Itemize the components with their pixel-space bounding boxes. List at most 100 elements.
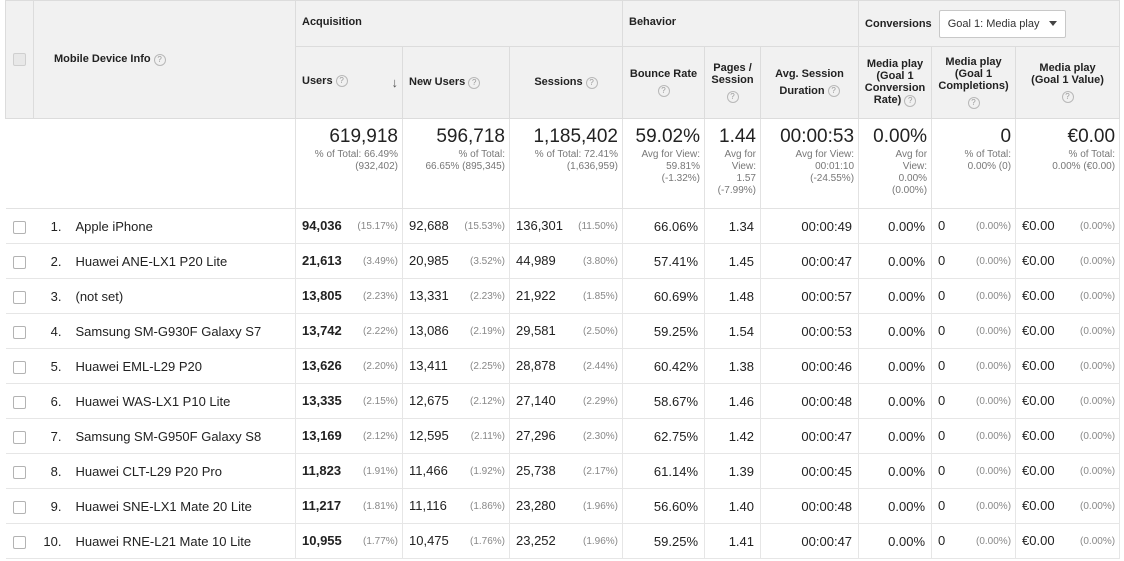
help-icon[interactable]: ? [726,91,739,103]
cell-pages-session: 1.48 [704,278,761,314]
cell-completions: 0 (0.00%) [931,208,1016,244]
cell-new-users: 92,688 (15.53%) [402,208,510,244]
cell-sessions: 21,922 (1.85%) [509,278,623,314]
cell-goal-value: €0.00 (0.00%) [1015,208,1121,244]
table-row: 4. Samsung SM-G930F Galaxy S7 13,742 (2.22… [5,313,1121,349]
cell-pages-session: 1.46 [704,383,761,419]
cell-goal-value: €0.00 (0.00%) [1015,453,1121,489]
cell-bounce-rate: 61.14% [622,453,705,489]
device-name-link[interactable]: Huawei EML-L29 P20 [75,358,202,374]
row-checkbox[interactable] [13,290,26,304]
col-pages-session[interactable]: Pages / Session ? [704,46,761,119]
cell-bounce-rate: 58.67% [622,383,705,419]
cell-conversion-rate: 0.00% [858,348,932,384]
cell-sessions: 136,301 (11.50%) [509,208,623,244]
total-sessions: 1,185,402 % of Total: 72.41% (1,636,959) [509,118,623,209]
row-checkbox[interactable] [13,430,26,444]
col-sessions[interactable]: Sessions? [509,46,623,119]
total-new-users: 596,718 % of Total: 66.65% (895,345) [402,118,510,209]
device-name-link[interactable]: Huawei WAS-LX1 P10 Lite [75,393,231,409]
cell-new-users: 12,675 (2.12%) [402,383,510,419]
table-row: 5. Huawei EML-L29 P20 13,626 (2.20%) 13,41… [5,348,1121,384]
total-bounce-rate: 59.02% Avg for View: 59.81% (-1.32%) [622,118,705,209]
col-users[interactable]: Users? ↓ [295,46,403,119]
cell-completions: 0 (0.00%) [931,488,1016,524]
col-new-users[interactable]: New Users? [402,46,510,119]
help-icon[interactable]: ? [1061,91,1074,103]
cell-avg-duration: 00:00:47 [759,418,859,454]
cell-avg-duration: 00:00:48 [759,488,859,524]
cell-pages-session: 1.38 [704,348,761,384]
cell-bounce-rate: 57.41% [622,243,705,279]
cell-users: 10,955 (1.77%) [295,523,403,559]
cell-pages-session: 1.34 [704,208,761,244]
cell-pages-session: 1.39 [704,453,761,489]
cell-users: 21,613 (3.49%) [295,243,403,279]
cell-pages-session: 1.42 [704,418,761,454]
cell-avg-duration: 00:00:57 [759,278,859,314]
row-index: 4. [50,323,62,339]
group-behavior: Behavior [621,0,860,47]
totals-row: 619,918 % of Total: 66.49% (932,402) 596… [5,118,1121,209]
row-checkbox[interactable] [13,465,26,479]
row-checkbox[interactable] [13,535,26,549]
cell-new-users: 11,116 (1.86%) [402,488,510,524]
cell-goal-value: €0.00 (0.00%) [1015,383,1121,419]
device-name-link[interactable]: Huawei SNE-LX1 Mate 20 Lite [75,498,252,514]
cell-goal-value: €0.00 (0.00%) [1015,418,1121,454]
select-all-checkbox[interactable] [13,53,26,66]
cell-avg-duration: 00:00:53 [759,313,859,349]
row-checkbox[interactable] [13,360,26,374]
table-row: 2. Huawei ANE-LX1 P20 Lite 21,613 (3.49%) … [5,243,1121,279]
table-row: 10. Huawei RNE-L21 Mate 10 Lite 10,955 (1.… [5,523,1121,559]
conversions-label: Conversions [865,17,932,30]
device-name-link[interactable]: Samsung SM-G950F Galaxy S8 [75,428,262,444]
help-icon[interactable]: ? [335,75,348,88]
help-icon[interactable]: ? [967,97,980,109]
help-icon[interactable]: ? [468,76,481,89]
cell-pages-session: 1.54 [704,313,761,349]
cell-new-users: 13,411 (2.25%) [402,348,510,384]
goal-select-dropdown[interactable]: Goal 1: Media play [938,9,1067,38]
cell-conversion-rate: 0.00% [858,453,932,489]
row-checkbox[interactable] [13,325,26,339]
help-icon[interactable]: ? [585,76,598,89]
row-checkbox[interactable] [13,255,26,269]
help-icon[interactable]: ? [904,94,917,107]
chevron-down-icon [1049,21,1058,27]
col-bounce-rate[interactable]: Bounce Rate ? [622,46,705,119]
cell-conversion-rate: 0.00% [858,488,932,524]
device-name-link[interactable]: Huawei RNE-L21 Mate 10 Lite [75,533,252,549]
device-name-link[interactable]: (not set) [75,288,124,304]
device-name-link[interactable]: Huawei CLT-L29 P20 Pro [75,463,222,479]
total-goal-value: €0.00 % of Total: 0.00% (€0.00) [1015,118,1121,209]
group-conversions: Conversions Goal 1: Media play [858,0,1121,47]
row-index: 2. [50,253,62,269]
device-name-link[interactable]: Samsung SM-G930F Galaxy S7 [75,323,262,339]
cell-avg-duration: 00:00:47 [759,243,859,279]
row-checkbox[interactable] [13,395,26,409]
col-completions[interactable]: Media play (Goal 1 Completions) ? [931,46,1017,119]
device-name-link[interactable]: Apple iPhone [75,218,153,234]
cell-users: 13,626 (2.20%) [295,348,403,384]
row-checkbox[interactable] [13,220,26,234]
help-icon[interactable]: ? [827,84,840,97]
dimension-label: Mobile Device Info [54,53,151,66]
total-conversion-rate: 0.00% Avg for View: 0.00% (0.00%) [858,118,932,209]
col-avg-duration[interactable]: Avg. Session Duration? [759,46,860,119]
help-icon[interactable]: ? [657,85,670,97]
cell-goal-value: €0.00 (0.00%) [1015,278,1121,314]
cell-conversion-rate: 0.00% [858,243,932,279]
device-name-link[interactable]: Huawei ANE-LX1 P20 Lite [75,253,228,269]
cell-sessions: 23,280 (1.96%) [509,488,623,524]
help-icon[interactable]: ? [153,53,166,66]
col-conversion-rate[interactable]: Media play (Goal 1 Conversion Rate)? [858,46,933,119]
col-bounce-rate-label: Bounce Rate [629,68,698,80]
total-users: 619,918 % of Total: 66.49% (932,402) [295,118,403,209]
dimension-header[interactable]: Mobile Device Info? [33,0,296,119]
row-checkbox[interactable] [13,500,26,514]
sort-desc-icon[interactable]: ↓ [391,75,399,90]
cell-goal-value: €0.00 (0.00%) [1015,488,1121,524]
col-goal-value[interactable]: Media play (Goal 1 Value) ? [1015,46,1121,119]
cell-sessions: 44,989 (3.80%) [509,243,623,279]
